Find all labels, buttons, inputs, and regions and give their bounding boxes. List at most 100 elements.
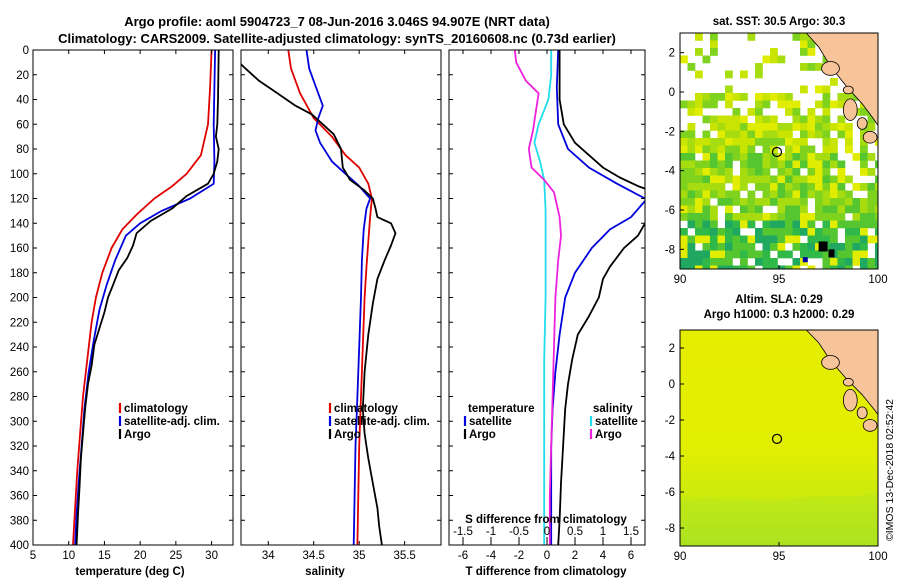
sst-cell xyxy=(732,108,741,116)
sst-cell xyxy=(725,258,733,266)
sst-cell xyxy=(680,228,688,236)
sst-cell xyxy=(852,183,861,191)
s-diff-tick-label-0-5: 0.5 xyxy=(567,526,583,538)
sst-cell xyxy=(875,220,878,229)
sst-cell xyxy=(702,138,711,146)
sst-cell xyxy=(785,108,793,116)
sst-cell xyxy=(710,48,718,56)
sst-cell xyxy=(792,228,801,236)
sst-cell xyxy=(770,228,778,236)
sst-cell xyxy=(875,138,878,146)
sst-island-1 xyxy=(821,61,840,76)
sst-cell xyxy=(725,250,733,259)
sst-cell xyxy=(710,115,718,124)
sst-cell xyxy=(792,198,801,206)
diff-x-tick-label-6: 6 xyxy=(628,550,634,562)
sst-cell xyxy=(777,55,786,64)
sst-cell xyxy=(762,190,771,199)
sst-cell xyxy=(762,183,771,191)
sst-cell xyxy=(860,183,868,191)
sst-cell xyxy=(725,198,733,206)
sst-cell xyxy=(785,205,793,214)
sst-cell xyxy=(845,243,853,251)
sst-cell xyxy=(710,220,718,229)
sst-cell xyxy=(710,228,718,236)
sst-cell xyxy=(792,153,801,161)
sst-cold-pixel xyxy=(818,241,828,252)
sst-cell xyxy=(792,33,801,41)
s-diff-tick-label-1: -1 xyxy=(486,526,496,538)
diff-temperature-legend-label-argo: Argo xyxy=(469,429,496,441)
depth-tick-label-0: 0 xyxy=(23,45,29,57)
temperature-series-group xyxy=(72,50,220,545)
sst-cell xyxy=(830,183,838,191)
sst-cell xyxy=(740,160,748,169)
sst-cell xyxy=(740,168,748,176)
diff-series-s-argo xyxy=(513,50,562,545)
sst-cell xyxy=(785,168,793,176)
sst-cell xyxy=(785,93,793,101)
sst-cell xyxy=(762,213,771,221)
sst-cell xyxy=(867,123,876,131)
depth-tick-label-380: 380 xyxy=(10,515,29,527)
salinity-legend-label-satellite-adj-clim: satellite-adj. clim. xyxy=(334,416,430,428)
sst-cell xyxy=(867,220,876,229)
sst-cell xyxy=(845,93,853,101)
temperature-legend-label-climatology: climatology xyxy=(124,403,189,415)
sst-cell xyxy=(852,250,861,259)
sst-cell xyxy=(860,168,868,176)
sst-cell xyxy=(807,168,816,176)
sst-cell xyxy=(800,115,808,124)
sst-cell xyxy=(717,250,726,259)
sst-cell xyxy=(822,130,831,139)
sst-cell xyxy=(837,100,846,109)
sst-cold-pixel xyxy=(802,257,808,263)
sst-cell xyxy=(837,220,846,229)
diff-series-t-satellite xyxy=(555,50,645,200)
sst-cell xyxy=(792,220,801,229)
sst-cell xyxy=(755,123,763,131)
sst-cell xyxy=(867,153,876,161)
sst-cell xyxy=(702,145,711,154)
sst-cell xyxy=(837,198,846,206)
sst-cell xyxy=(680,168,688,176)
sst-cell xyxy=(837,168,846,176)
depth-tick-label-260: 260 xyxy=(10,367,29,379)
sst-map-x-tick-label-100: 100 xyxy=(868,274,887,286)
sst-map-y-tick-label-8: -8 xyxy=(665,244,675,256)
sst-cell xyxy=(852,228,861,236)
sst-cell xyxy=(807,63,816,71)
depth-tick-label-300: 300 xyxy=(10,416,29,428)
sst-cell xyxy=(740,175,748,184)
sst-cell xyxy=(710,250,718,259)
sst-cell xyxy=(860,108,868,116)
sst-map-y-tick-label-2: 2 xyxy=(669,48,675,60)
sst-cell xyxy=(747,145,756,154)
sst-cell xyxy=(740,220,748,229)
sst-cell xyxy=(845,205,853,214)
sst-cell xyxy=(807,123,816,131)
sst-cell xyxy=(740,70,748,79)
diff-legend-title-temperature: temperature xyxy=(468,403,534,415)
sst-cell xyxy=(837,115,846,124)
sst-cell xyxy=(687,168,696,176)
sst-cell xyxy=(777,93,786,101)
sst-cell xyxy=(732,115,741,124)
sst-cell xyxy=(867,213,876,221)
salinity-axis-label: salinity xyxy=(305,566,345,578)
diff-series-t-satellite-deep xyxy=(550,200,645,545)
sst-cell xyxy=(702,183,711,191)
sst-cell xyxy=(710,100,718,109)
sst-cell xyxy=(687,153,696,161)
figure-title-line1: Argo profile: aoml 5904723_7 08-Jun-2016… xyxy=(124,14,550,29)
salinity-y-ticks xyxy=(241,49,441,546)
sla-island-4 xyxy=(856,406,868,420)
temp-series-climatology xyxy=(72,50,213,545)
s-diff-tick-label-1-5: -1.5 xyxy=(453,526,473,538)
s-diff-tick-label-0-5: -0.5 xyxy=(509,526,529,538)
sst-cell xyxy=(770,258,778,266)
sst-cell xyxy=(717,130,726,139)
sst-cell xyxy=(770,153,778,161)
sst-cell xyxy=(770,190,778,199)
sst-cell xyxy=(830,213,838,221)
